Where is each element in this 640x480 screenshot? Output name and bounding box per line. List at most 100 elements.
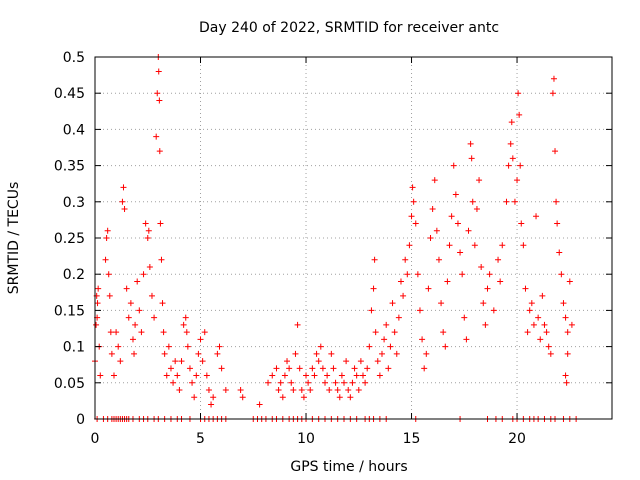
data-point: [543, 329, 550, 336]
y-tick-label: 0.25: [54, 231, 85, 247]
data-point: [115, 343, 122, 350]
data-point: [161, 350, 168, 357]
data-point: [528, 300, 535, 307]
data-point: [288, 379, 295, 386]
x-tick-label: 0: [91, 431, 100, 447]
data-point: [541, 321, 548, 328]
data-point: [138, 329, 145, 336]
data-point: [313, 350, 320, 357]
data-point: [431, 177, 438, 184]
data-point: [539, 292, 546, 299]
data-point: [514, 177, 521, 184]
data-point: [146, 263, 153, 270]
data-point: [97, 372, 104, 379]
data-point: [93, 321, 100, 328]
data-point: [347, 394, 354, 401]
data-point: [286, 365, 293, 372]
y-axis-label: SRMTID / TECUs: [6, 182, 22, 295]
data-points: [92, 54, 580, 422]
data-point: [201, 329, 208, 336]
y-tick-label: 0.05: [54, 376, 85, 392]
data-point: [480, 300, 487, 307]
data-point: [315, 358, 322, 365]
data-point: [467, 140, 474, 147]
data-point: [273, 365, 280, 372]
data-point: [113, 329, 120, 336]
data-point: [319, 365, 326, 372]
x-tick-label: 5: [196, 431, 205, 447]
data-point: [402, 256, 409, 263]
y-tick-label: 0.35: [54, 159, 85, 175]
data-point: [550, 75, 557, 82]
data-point: [406, 242, 413, 249]
data-point: [568, 321, 575, 328]
data-point: [442, 343, 449, 350]
data-point: [108, 350, 115, 357]
data-point: [186, 365, 193, 372]
x-tick-label: 10: [297, 431, 315, 447]
data-point: [265, 379, 272, 386]
data-point: [457, 249, 464, 256]
data-point: [170, 379, 177, 386]
data-point: [132, 321, 139, 328]
data-point: [508, 119, 515, 126]
data-point: [516, 111, 523, 118]
data-point: [256, 401, 263, 408]
data-point: [156, 97, 163, 104]
data-point: [505, 162, 512, 169]
x-axis-label: GPS time / hours: [290, 459, 407, 475]
data-point: [429, 206, 436, 213]
data-point: [383, 321, 390, 328]
data-point: [533, 213, 540, 220]
data-point: [95, 285, 102, 292]
data-point: [517, 162, 524, 169]
data-point: [378, 350, 385, 357]
data-point: [237, 387, 244, 394]
data-point: [326, 387, 333, 394]
data-point: [400, 292, 407, 299]
data-point: [117, 358, 124, 365]
data-point: [359, 372, 366, 379]
data-point: [423, 350, 430, 357]
data-point: [353, 372, 360, 379]
data-point: [292, 350, 299, 357]
data-point: [160, 329, 167, 336]
data-point: [524, 329, 531, 336]
data-point: [395, 314, 402, 321]
data-point: [503, 198, 510, 205]
data-point: [345, 387, 352, 394]
data-point: [564, 329, 571, 336]
y-tick-labels: 0 0.05 0.1 0.15 0.2 0.25 0.3 0.35 0.4 0.45 0.5: [54, 50, 85, 428]
data-point: [495, 256, 502, 263]
data-point: [478, 263, 485, 270]
data-point: [362, 379, 369, 386]
data-point: [121, 206, 128, 213]
grid-lines: [95, 57, 612, 419]
data-point: [140, 271, 147, 278]
data-point: [520, 242, 527, 249]
data-point: [556, 249, 563, 256]
data-point: [269, 372, 276, 379]
data-point: [156, 148, 163, 155]
data-point: [444, 278, 451, 285]
data-point: [298, 387, 305, 394]
data-point: [174, 372, 181, 379]
data-point: [300, 394, 307, 401]
data-point: [408, 213, 415, 220]
data-point: [328, 350, 335, 357]
data-point: [281, 372, 288, 379]
data-point: [562, 372, 569, 379]
plot-frame: [94, 56, 613, 420]
y-tick-label: 0.1: [63, 340, 85, 356]
data-point: [172, 358, 179, 365]
data-point: [131, 350, 138, 357]
data-point: [184, 343, 191, 350]
data-point: [155, 68, 162, 75]
data-point: [193, 372, 200, 379]
data-point: [370, 285, 377, 292]
data-point: [393, 350, 400, 357]
data-point: [374, 358, 381, 365]
data-point: [425, 285, 432, 292]
data-point: [385, 365, 392, 372]
data-point: [511, 198, 518, 205]
